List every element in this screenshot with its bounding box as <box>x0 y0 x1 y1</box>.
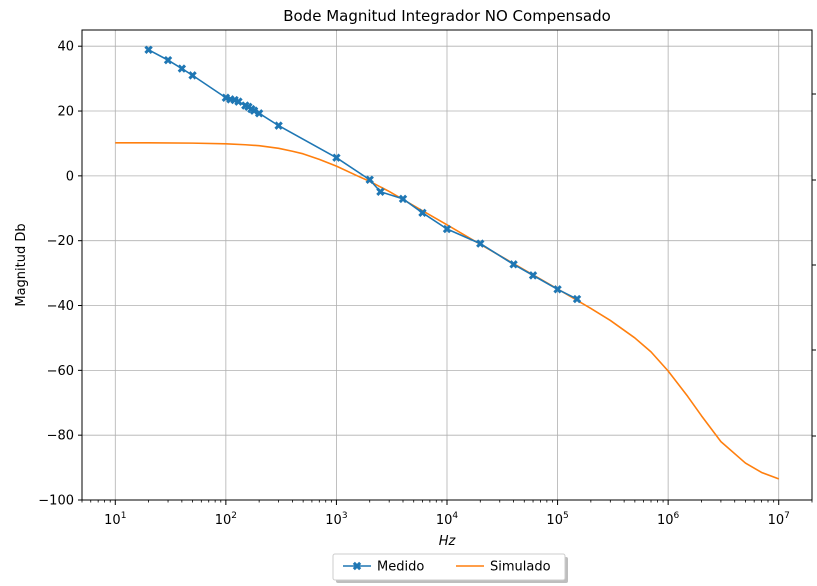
y-tick-label: 20 <box>57 105 74 120</box>
y-tick-label: −60 <box>47 364 74 379</box>
data-point-marker <box>249 106 259 115</box>
data-point-marker <box>352 561 362 571</box>
y-tick-label: 0 <box>66 169 74 184</box>
data-point-marker <box>177 64 187 73</box>
y-tick-label: −80 <box>47 429 74 444</box>
x-tick-label: 102 <box>215 511 237 528</box>
grid-lines <box>82 30 812 501</box>
x-tick-exponent: 7 <box>784 511 790 521</box>
series-line-simulado <box>115 142 779 480</box>
data-point-marker <box>144 45 153 54</box>
data-point-marker <box>572 294 582 304</box>
data-point-marker <box>163 55 173 65</box>
series-medido <box>144 45 582 304</box>
data-point-marker <box>376 187 385 196</box>
y-axis-label: Magnitud Db <box>14 223 29 306</box>
legend-label-simulado: Simulado <box>490 560 551 575</box>
x-axis-label: Hz <box>439 534 457 549</box>
series-simulado <box>115 142 779 480</box>
y-tick-label: −40 <box>47 299 74 314</box>
y-tick-label: 40 <box>57 40 74 55</box>
data-point-marker <box>476 239 485 248</box>
x-tick-exponent: 2 <box>231 511 237 521</box>
data-point-marker <box>365 175 374 184</box>
x-tick-label: 103 <box>325 511 347 528</box>
x-tick-exponent: 5 <box>563 511 569 521</box>
y-tick-label: −100 <box>38 494 74 509</box>
x-tick-label: 105 <box>546 511 568 528</box>
legend-label-medido: Medido <box>377 560 424 575</box>
x-tick-exponent: 1 <box>121 511 127 521</box>
right-spine-ticks <box>812 93 816 437</box>
x-tick-exponent: 6 <box>674 511 680 521</box>
y-axis-ticks: 40 20 0 −20 −40 −60 −80 −100 <box>38 40 82 509</box>
series-layer <box>115 45 779 480</box>
x-tick-base: 10 <box>768 513 785 528</box>
x-tick-base: 10 <box>436 513 453 528</box>
y-tick-label: −20 <box>47 234 74 249</box>
x-tick-exponent: 4 <box>452 511 458 521</box>
x-tick-exponent: 3 <box>342 511 348 521</box>
data-point-marker <box>398 194 408 204</box>
data-point-marker <box>509 260 518 269</box>
data-point-marker <box>274 121 283 130</box>
x-axis-ticks: 101 102 103 104 105 106 107 <box>81 500 813 528</box>
x-tick-label: 107 <box>768 511 790 528</box>
data-point-marker <box>188 71 197 80</box>
data-point-marker <box>553 285 562 294</box>
data-point-marker <box>332 153 341 162</box>
x-tick-base: 10 <box>215 513 232 528</box>
x-tick-label: 106 <box>657 511 680 528</box>
legend-items: Medido Simulado <box>343 560 551 575</box>
data-point-marker <box>528 271 538 280</box>
x-tick-base: 10 <box>657 513 674 528</box>
data-point-marker <box>234 97 243 106</box>
x-tick-label: 104 <box>436 511 459 528</box>
data-point-marker <box>418 208 427 218</box>
legend-box <box>332 553 566 581</box>
x-tick-base: 10 <box>325 513 342 528</box>
x-tick-base: 10 <box>546 513 563 528</box>
data-point-marker <box>254 109 264 118</box>
chart-title: Bode Magnitud Integrador NO Compensado <box>283 7 611 25</box>
x-tick-label: 101 <box>104 511 126 528</box>
x-tick-base: 10 <box>104 513 121 528</box>
data-point-marker <box>442 224 452 234</box>
legend: Medido Simulado <box>332 553 568 583</box>
